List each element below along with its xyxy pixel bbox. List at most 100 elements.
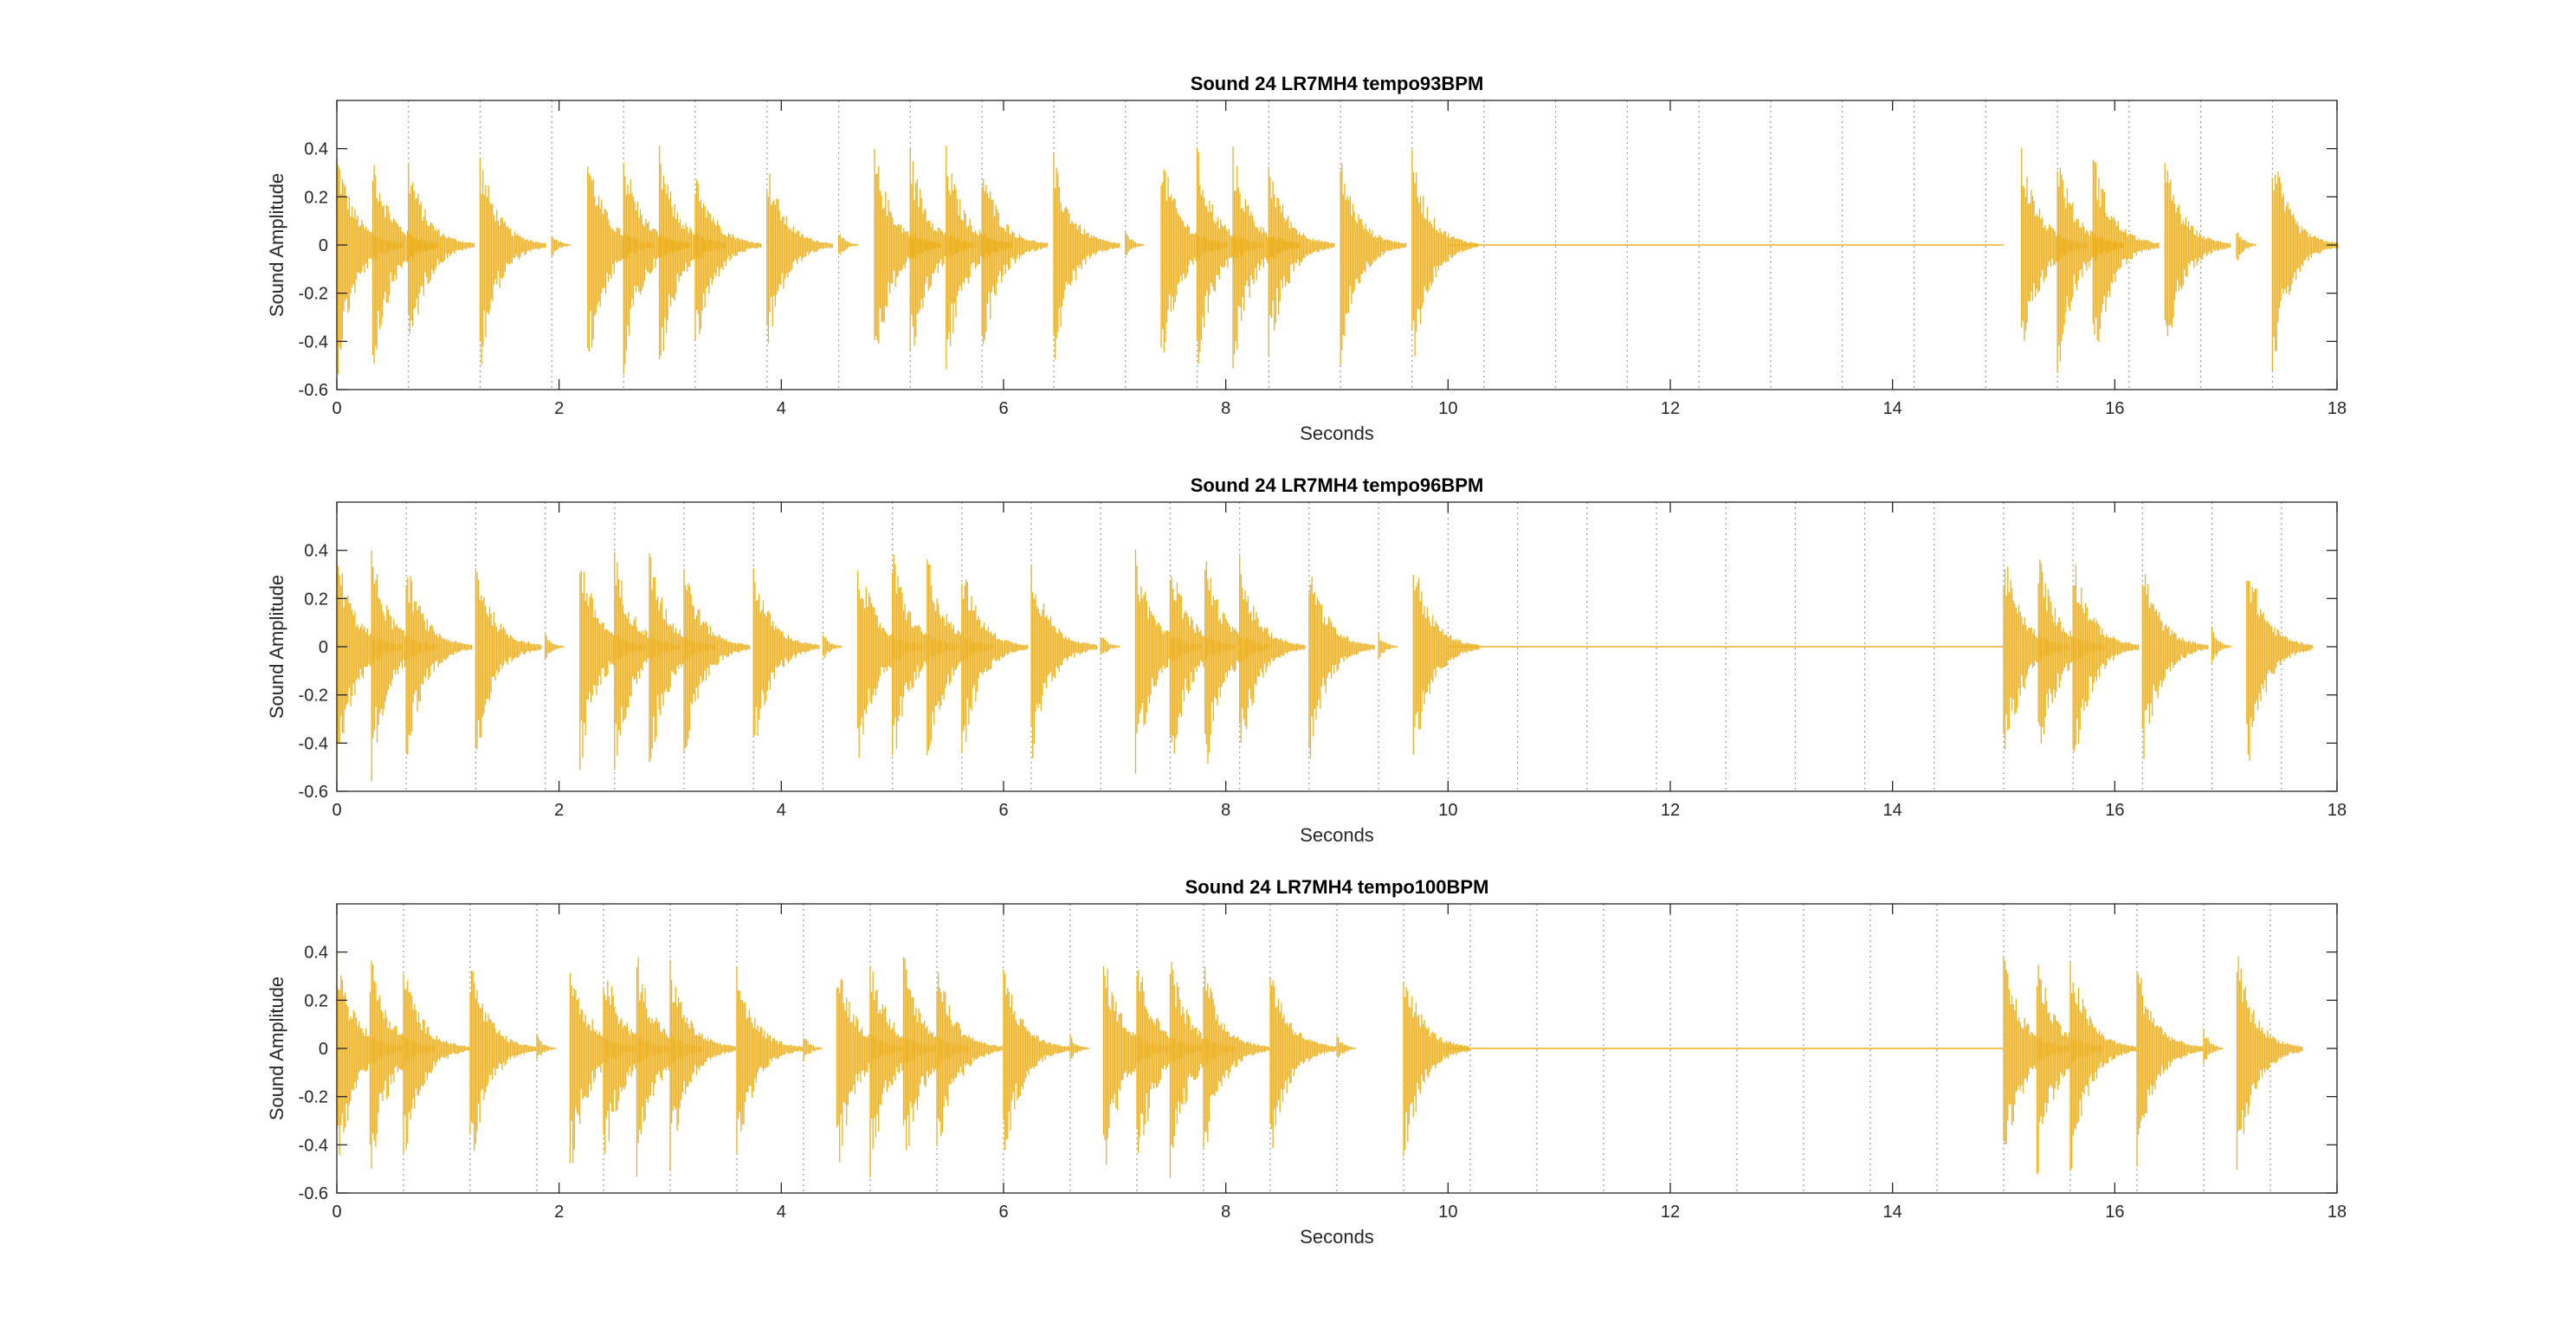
waveform-burst (2236, 232, 2256, 261)
x-tick-label: 0 (332, 801, 341, 820)
waveform-burst (2271, 171, 2339, 371)
y-axis-label: Sound Amplitude (266, 173, 287, 317)
y-tick-label: 0.4 (304, 140, 328, 159)
waveform-burst (2092, 159, 2160, 342)
waveform-burst (822, 635, 843, 659)
waveform-burst (1308, 577, 1375, 758)
y-tick-label: 0.2 (304, 188, 328, 207)
y-tick-label: -0.6 (299, 783, 328, 802)
x-tick-label: 6 (998, 801, 1008, 820)
subplot-2: 0 2 4 6 8 10 12 14 16 18 -0.6 -0.4 -0.2 0 0.2 0.4 Sound … (266, 474, 2347, 846)
waveform-burst (2069, 963, 2137, 1171)
x-tick-label: 2 (554, 801, 564, 820)
waveform-burst (405, 576, 473, 755)
x-tick-label: 12 (1661, 1203, 1680, 1222)
waveform-burst (544, 632, 565, 660)
x-tick-label: 18 (2327, 1203, 2347, 1222)
waveform-burst (403, 974, 470, 1153)
x-axis-label: Seconds (1300, 824, 1374, 846)
waveform-burst (1336, 1036, 1357, 1059)
waveform-burst (479, 158, 546, 365)
waveform-burst (408, 163, 475, 333)
y-tick-label: 0.2 (304, 590, 328, 609)
x-tick-label: 8 (1221, 399, 1230, 418)
x-tick-label: 4 (777, 1203, 786, 1222)
waveform-burst (669, 959, 737, 1171)
waveform-burst (1268, 166, 1335, 358)
x-tick-label: 10 (1438, 1203, 1457, 1222)
y-tick-label: 0 (319, 638, 328, 657)
y-tick-label: 0.4 (304, 542, 328, 561)
y-tick-label: 0 (319, 236, 328, 255)
waveform-burst (1239, 556, 1306, 743)
x-tick-label: 12 (1661, 399, 1680, 418)
waveform-burst (536, 1034, 557, 1060)
waveform-burst (2246, 580, 2313, 761)
waveform-burst (683, 569, 751, 751)
x-tick-label: 4 (777, 801, 786, 820)
waveform-burst (1378, 634, 1398, 660)
x-axis-label: Seconds (1300, 422, 1374, 444)
waveform-burst (694, 179, 762, 339)
x-tick-label: 10 (1438, 399, 1457, 418)
waveform-burst (1412, 574, 1480, 755)
waveform-burst (1053, 154, 1120, 359)
waveform-burst (469, 971, 537, 1151)
waveform-burst (1069, 1034, 1090, 1060)
waveform-burst (1125, 232, 1145, 255)
x-tick-label: 8 (1221, 1203, 1230, 1222)
x-tick-label: 8 (1221, 801, 1230, 820)
subplot-1: 0 2 4 6 8 10 12 14 16 18 -0.6 -0.4 -0.2 0 0.2 0.4 Sound … (266, 73, 2347, 444)
x-axis-label: Seconds (1300, 1226, 1374, 1248)
x-tick-label: 14 (1883, 399, 1902, 418)
y-tick-label: 0.4 (304, 944, 328, 963)
x-tick-label: 12 (1661, 801, 1680, 820)
waveform-burst (1340, 164, 1407, 365)
x-tick-label: 16 (2105, 801, 2124, 820)
waveform-burst (981, 178, 1049, 345)
x-tick-label: 10 (1438, 801, 1457, 820)
waveform-burst (736, 965, 804, 1153)
waveform-burst (1411, 149, 1478, 357)
chart-title: Sound 24 LR7MH4 tempo100BPM (1185, 876, 1489, 898)
x-tick-label: 6 (998, 399, 1008, 418)
x-tick-label: 4 (777, 399, 786, 418)
x-tick-label: 18 (2327, 399, 2347, 418)
waveform-burst (961, 579, 1028, 753)
y-tick-label: -0.2 (299, 1088, 328, 1107)
y-axis-label: Sound Amplitude (266, 575, 287, 719)
waveform-burst (1030, 565, 1098, 758)
y-tick-label: -0.6 (299, 1184, 328, 1203)
y-tick-label: -0.4 (299, 332, 328, 351)
waveform-burst (551, 235, 571, 256)
waveform-burst (1203, 966, 1270, 1148)
x-tick-label: 2 (554, 399, 564, 418)
waveform-burst (766, 173, 833, 344)
x-tick-label: 0 (332, 1203, 341, 1222)
waveform-burst (2203, 1029, 2224, 1064)
waveform-burst (1269, 978, 1337, 1148)
x-tick-label: 18 (2327, 801, 2347, 820)
waveform-burst (2211, 628, 2231, 664)
chart-title: Sound 24 LR7MH4 tempo93BPM (1191, 73, 1484, 94)
waveform-burst (1403, 982, 1470, 1157)
x-tick-label: 6 (998, 1203, 1008, 1222)
x-tick-label: 2 (554, 1203, 564, 1222)
waveform-burst (1100, 637, 1120, 655)
waveform-burst (1003, 969, 1070, 1151)
y-tick-label: 0 (319, 1040, 328, 1059)
y-axis-label: Sound Amplitude (266, 977, 287, 1120)
waveform-burst (2236, 957, 2303, 1171)
x-tick-label: 16 (2105, 399, 2124, 418)
waveform-burst (837, 234, 858, 255)
x-tick-label: 16 (2105, 1203, 2124, 1222)
y-tick-label: -0.4 (299, 1136, 328, 1155)
x-tick-label: 0 (332, 399, 341, 418)
chart-title: Sound 24 LR7MH4 tempo96BPM (1191, 474, 1484, 496)
waveform-burst (475, 568, 542, 750)
y-tick-label: -0.2 (299, 285, 328, 304)
waveform-burst (2164, 163, 2231, 337)
x-tick-label: 14 (1883, 801, 1902, 820)
subplot-3: 0 2 4 6 8 10 12 14 16 18 -0.6 -0.4 -0.2 0 0.2 0.4 Sound … (266, 876, 2347, 1248)
